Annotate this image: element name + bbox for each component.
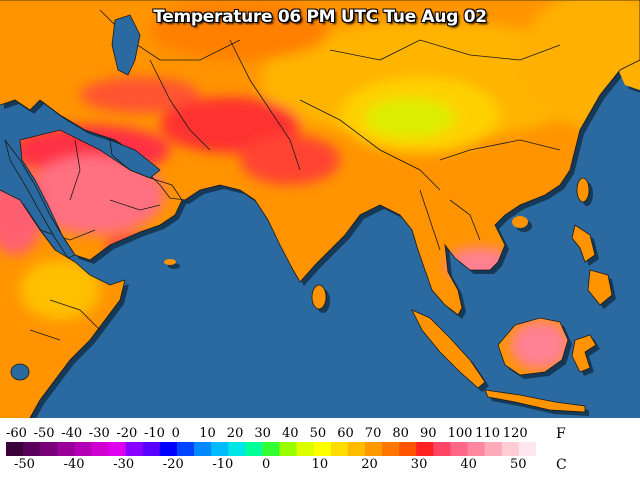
color-scale-segment [23, 442, 41, 456]
fahrenheit-tick-label: 10 [199, 426, 216, 441]
color-scale-bar [6, 442, 553, 456]
fahrenheit-tick-label: 80 [392, 426, 409, 441]
fahrenheit-tick-label: 90 [420, 426, 437, 441]
color-scale-segment [176, 442, 195, 456]
color-scale-segment [40, 442, 58, 456]
color-scale-segment [125, 442, 144, 456]
persian-gulf [109, 139, 161, 179]
color-scale-segment [194, 442, 212, 456]
fahrenheit-tick-label: -20 [116, 426, 138, 441]
celsius-unit: C [556, 457, 567, 473]
color-scale-segment [74, 442, 93, 456]
fahrenheit-unit: F [556, 426, 566, 442]
color-scale-segment [382, 442, 400, 456]
fahrenheit-tick-label: 120 [502, 426, 528, 441]
celsius-tick-label: 0 [262, 457, 271, 472]
fahrenheit-tick-label: 50 [309, 426, 327, 441]
color-scale-segment [433, 442, 452, 456]
temperature-map [0, 0, 640, 418]
celsius-tick-label: -30 [113, 457, 135, 472]
red-sea [4, 139, 76, 259]
fahrenheit-tick-label: 60 [337, 426, 354, 441]
color-scale-segment [450, 442, 469, 456]
fahrenheit-tick-label: 0 [171, 426, 180, 441]
color-scale-segment [142, 442, 161, 456]
caspian-sea [111, 14, 141, 76]
color-scale-segment [364, 442, 383, 456]
fahrenheit-tick-label: 20 [226, 426, 244, 441]
celsius-tick-label: -10 [212, 457, 234, 472]
celsius-tick-label: -40 [63, 457, 85, 472]
fahrenheit-tick-label: 30 [254, 426, 271, 441]
color-scale-segment [399, 442, 417, 456]
color-scale-segment [108, 442, 127, 456]
map-title: Temperature 06 PM UTC Tue Aug 02 [153, 7, 487, 27]
lake-victoria [10, 363, 30, 381]
fahrenheit-tick-label: -30 [88, 426, 110, 441]
color-scale-segment [245, 442, 263, 456]
fahrenheit-tick-label: -40 [61, 426, 83, 441]
color-scale-segment [228, 442, 246, 456]
fahrenheit-tick-label: -50 [33, 426, 55, 441]
color-scale-segment [57, 442, 75, 456]
color-scale-segment [262, 442, 281, 456]
color-scale-segment [159, 442, 178, 456]
celsius-tick-label: -50 [14, 457, 35, 472]
fahrenheit-tick-label: -60 [6, 426, 27, 441]
color-scale-segment [347, 442, 366, 456]
color-scale-segment [279, 442, 298, 456]
color-scale-segment [416, 442, 434, 456]
color-scale-segment [330, 442, 349, 456]
fahrenheit-tick-label: 70 [364, 426, 382, 441]
fahrenheit-tick-label: 100 [447, 426, 473, 441]
celsius-tick-label: 30 [410, 457, 428, 472]
celsius-tick-label: 10 [311, 457, 329, 472]
fahrenheit-tick-label: -10 [144, 426, 165, 441]
color-scale-segment [501, 442, 520, 456]
color-scale-segment [313, 442, 332, 456]
color-scale-segment [211, 442, 229, 456]
color-scale-segment [91, 442, 110, 456]
color-scale-segment [467, 442, 486, 456]
color-scale-segment [518, 442, 537, 456]
color-scale-segment [484, 442, 503, 456]
celsius-tick-label: -20 [162, 457, 184, 472]
celsius-tick-label: 20 [361, 457, 378, 472]
fahrenheit-tick-label: 110 [475, 426, 501, 441]
celsius-tick-label: 40 [460, 457, 477, 472]
celsius-tick-label: 50 [510, 457, 527, 472]
fahrenheit-tick-label: 40 [282, 426, 299, 441]
color-scale-segment [6, 442, 24, 456]
color-scale-segment [535, 442, 553, 456]
color-scale-segment [296, 442, 315, 456]
